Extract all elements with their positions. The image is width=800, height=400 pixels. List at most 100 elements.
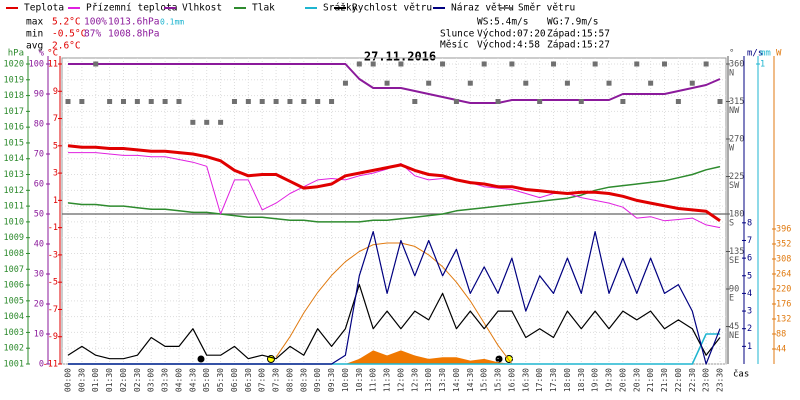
y-tick-label: 1015 [4,138,24,148]
direction-point [65,99,71,104]
y-tick-label: 1017 [4,107,24,117]
y-tick-label: 220 [776,285,791,295]
direction-point [523,80,529,86]
legend-label: Přízemní teplota [86,3,178,14]
direction-point [551,61,557,67]
compass-label: N [729,69,734,79]
y-tick-label: 1007 [4,265,24,275]
y-tick-label: 60 [34,180,44,190]
stat-text: -0.5°C [52,29,86,40]
direction-point [356,61,362,67]
y-tick-label: 264 [776,270,791,280]
direction-point [204,119,210,125]
y-tick-label: 1009 [4,233,24,243]
sun-moon-text: Měsíc [440,40,469,51]
y-tick-label: -3 [48,250,58,260]
y-tick-label: 3 [747,307,752,317]
y-tick-label: 80 [34,120,44,130]
x-tick-label: 07:00 [258,368,267,392]
y-tick-label: 176 [776,300,791,310]
compass-label: SW [729,181,740,191]
y-tick-label: 1 [747,342,752,352]
stat-text: 1008.8hPa [108,29,159,40]
x-tick-label: 04:30 [188,368,197,392]
direction-point [662,61,668,67]
direction-point [398,61,404,67]
x-tick-label: 21:30 [660,368,669,392]
x-tick-label: 17:00 [535,368,544,392]
y-tick-label: 1005 [4,296,24,306]
sun-moon-text: Západ:15:27 [547,40,610,51]
x-axis-label: čas [733,369,749,380]
moonset-marker [495,355,503,363]
y-tick-label: 1003 [4,328,24,338]
y-tick-label: 1016 [4,123,24,133]
x-tick-label: 02:30 [133,368,142,392]
x-tick-label: 19:30 [605,368,614,392]
y-tick-label: -7 [48,305,58,315]
direction-point [689,80,695,86]
stat-text: 2.6°C [52,41,81,52]
y-tick-label: 1001 [4,360,24,370]
x-tick-label: 13:30 [438,368,447,392]
series-line [67,165,721,223]
y-tick-label: 1008 [4,249,24,259]
x-tick-label: 00:00 [64,368,73,392]
compass-label: SE [729,256,739,266]
y-tick-label: 5 [53,141,58,151]
y-tick-label: 1006 [4,281,24,291]
x-tick-label: 09:00 [313,368,322,392]
x-tick-label: 01:00 [91,368,100,392]
y-tick-label: 9 [53,87,58,97]
y-tick-label: -5 [48,278,58,288]
direction-point [537,99,543,104]
x-tick-label: 12:00 [396,368,405,392]
direction-point [564,80,570,86]
stat-text: 1013.6hPa [108,17,159,28]
y-tick-label: 1004 [4,312,24,322]
axis-title: mm [760,49,771,59]
x-tick-label: 12:30 [410,368,419,392]
x-tick-label: 16:30 [521,368,530,392]
direction-point [509,61,515,67]
x-tick-label: 20:30 [632,368,641,392]
legend-label: Vlhkost [182,3,222,14]
sun-moon-text: Východ:4:58 [477,40,540,51]
x-tick-label: 11:00 [369,368,378,392]
y-tick-label: 1018 [4,91,24,101]
axis-title: °C [47,49,58,59]
y-tick-label: 1013 [4,170,24,180]
x-tick-label: 18:30 [577,368,586,392]
y-tick-label: 90 [34,90,44,100]
direction-point [301,99,307,104]
series-line [68,63,721,104]
axis-title: W [776,49,782,59]
stat-text: 87% [84,29,101,40]
x-tick-label: 21:00 [646,368,655,392]
direction-point [79,99,85,104]
direction-point [453,99,459,104]
direction-point [190,119,196,125]
x-tick-label: 11:30 [383,368,392,392]
x-tick-label: 08:30 [299,368,308,392]
axis-title: hPa [8,49,24,59]
direction-point [495,99,501,104]
y-tick-label: 5 [747,271,752,281]
y-tick-label: 1019 [4,75,24,85]
legend-label: Teplota [24,3,64,14]
direction-point [648,80,654,86]
x-tick-label: 09:30 [327,368,336,392]
y-tick-label: 396 [776,225,791,235]
y-tick-label: 308 [776,255,791,265]
stat-text: 5.2°C [52,17,81,28]
x-tick-label: 17:30 [549,368,558,392]
y-tick-label: 180 [729,210,744,220]
x-tick-label: 04:00 [174,368,183,392]
direction-point [440,61,446,67]
series-line [67,144,721,223]
x-tick-label: 23:30 [716,368,725,392]
series-line [67,284,721,360]
direction-point [287,99,293,104]
y-tick-label: 20 [34,300,44,310]
x-tick-label: 20:00 [618,368,627,392]
